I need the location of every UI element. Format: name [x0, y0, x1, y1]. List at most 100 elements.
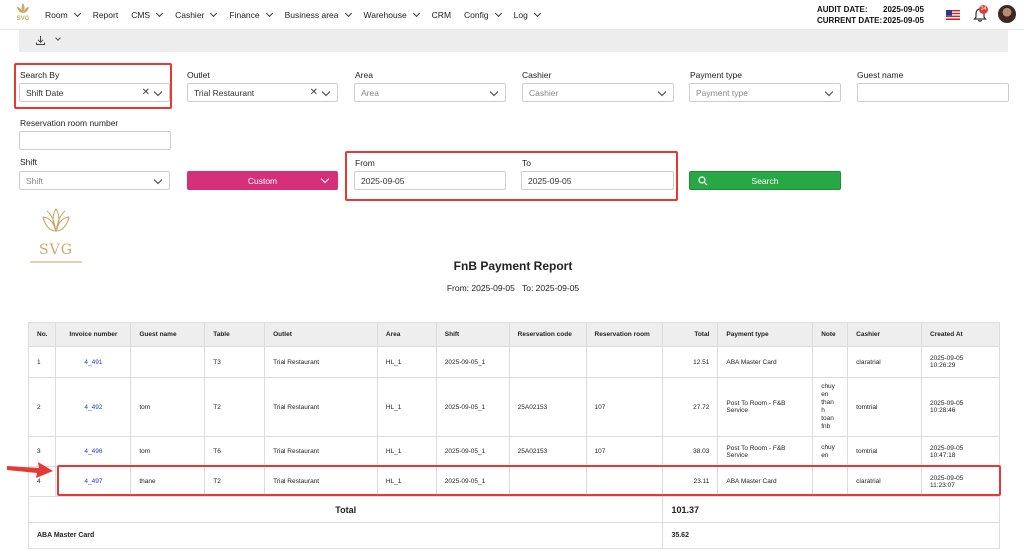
total-value: 101.37	[662, 496, 1000, 523]
created-time: 10:28:46	[930, 407, 956, 414]
column-header[interactable]: Guest name	[130, 322, 206, 347]
nav-item-label: Room	[45, 10, 68, 20]
cell-created-at: 2025-09-05 10:26:29	[921, 346, 1000, 378]
cell-note	[812, 346, 849, 378]
chevron-down-icon[interactable]	[657, 87, 667, 97]
main-menu: Room Report CMS Cashier Finance Business area…	[45, 0, 553, 30]
summary-row: ABA Master Card 35.62	[27, 522, 1000, 549]
table-row[interactable]: 1 4_491 T3 Trial Restaurant HL_1 2025-09-05_1…	[27, 346, 1000, 378]
chevron-down-icon[interactable]	[489, 87, 499, 97]
selected-row-highlight	[57, 465, 1001, 496]
nav-item-report[interactable]: Report	[93, 10, 119, 20]
column-header[interactable]: Reservation code	[508, 322, 587, 347]
lotus-icon	[17, 3, 29, 13]
cell-area: HL_1	[376, 377, 437, 437]
nav-item-crm[interactable]: CRM	[432, 10, 451, 20]
nav-item-log[interactable]: Log	[514, 9, 541, 20]
chevron-down-icon[interactable]	[153, 175, 163, 185]
guest-name-label: Guest name	[857, 70, 904, 80]
cell-note: chuy en	[812, 436, 849, 467]
payment-report-table: No. Invoice number Guest name Table Outlet Ar…	[27, 322, 1000, 549]
column-header[interactable]: Area	[376, 322, 437, 347]
summary-label: ABA Master Card	[27, 522, 664, 549]
clear-icon[interactable]: ✕	[309, 87, 318, 98]
column-header[interactable]: Outlet	[264, 322, 378, 347]
nav-item-label: Cashier	[175, 10, 205, 20]
guest-name-input[interactable]	[857, 83, 1009, 102]
shift-select[interactable]: Shift	[19, 171, 170, 190]
cell-cashier: tomtrial	[847, 436, 923, 467]
nav-item-label: Warehouse	[363, 10, 407, 20]
column-header[interactable]: Created At	[921, 322, 1000, 347]
chevron-down-icon[interactable]	[321, 87, 331, 97]
payment-type-label: Payment type	[690, 70, 742, 80]
column-header[interactable]: Note	[812, 322, 849, 347]
cell-created-at: 2025-09-05 11:23:07	[921, 466, 1000, 497]
area-select[interactable]: Area	[354, 83, 506, 102]
created-time: 11:23:07	[930, 481, 955, 489]
clear-icon[interactable]: ✕	[141, 87, 150, 98]
column-header[interactable]: Invoice number	[55, 322, 132, 347]
chevron-down-icon[interactable]	[824, 87, 834, 97]
to-date-input[interactable]: 2025-09-05	[521, 171, 674, 190]
outlet-select[interactable]: Trial Restaurant ✕	[187, 83, 338, 102]
summary-value: 35.62	[662, 522, 1000, 549]
chevron-down-icon[interactable]	[153, 87, 163, 97]
column-header[interactable]: No.	[27, 322, 57, 347]
column-header[interactable]: Reservation room	[585, 322, 664, 347]
column-header[interactable]: Shift	[435, 322, 510, 347]
from-date-input[interactable]: 2025-09-05	[354, 171, 506, 190]
reservation-room-number-label: Reservation room number	[20, 118, 119, 128]
nav-item-room[interactable]: Room	[45, 9, 81, 20]
cell-res-room: 107	[585, 436, 664, 467]
column-header[interactable]: Payment type	[717, 322, 814, 347]
cell-outlet: Trial Restaurant	[264, 436, 378, 467]
user-avatar[interactable]	[998, 5, 1016, 23]
nav-item-config[interactable]: Config	[464, 9, 502, 20]
nav-item-finance[interactable]: Finance	[229, 9, 273, 20]
nav-item-warehouse[interactable]: Warehouse	[363, 9, 420, 20]
invoice-link[interactable]: 4_491	[84, 358, 103, 366]
table-row[interactable]: 3 4_496 tom T6 Trial Restaurant HL_1 2025-09-0…	[27, 436, 1000, 467]
current-date-label: CURRENT DATE:	[817, 16, 883, 25]
cell-shift: 2025-09-05_1	[435, 377, 510, 437]
period-dropdown-button[interactable]: Custom	[187, 171, 338, 190]
search-by-select[interactable]: Shift Date ✕	[19, 83, 170, 102]
nav-item-label: Finance	[229, 10, 260, 20]
to-date-value: 2025-09-05	[528, 175, 572, 186]
download-icon[interactable]	[35, 35, 46, 46]
payment-type-select[interactable]: Payment type	[689, 83, 841, 102]
nav-item-label: CRM	[431, 10, 452, 20]
created-date: 2025-09-05	[930, 400, 964, 407]
column-header[interactable]: Cashier	[847, 322, 923, 347]
cell-area: HL_1	[376, 346, 437, 378]
chevron-down-icon	[73, 9, 81, 18]
chevron-down-icon	[412, 9, 420, 18]
search-by-value: Shift Date	[26, 87, 64, 98]
nav-item-business-area[interactable]: Business area	[285, 9, 352, 20]
chevron-down-icon[interactable]	[55, 35, 61, 41]
report-date-range: From: 2025-09-05 To: 2025-09-05	[413, 283, 613, 293]
cell-table: T2	[204, 466, 266, 497]
invoice-link[interactable]: 4_492	[84, 403, 103, 411]
nav-item-cms[interactable]: CMS	[131, 9, 164, 20]
column-header[interactable]: Table	[204, 322, 266, 347]
table-row[interactable]: 2 4_492 tom T2 Trial Restaurant HL_1 2025-09-0…	[27, 377, 1000, 437]
report-from: From: 2025-09-05	[446, 283, 515, 293]
brand-logo[interactable]: SVG	[10, 2, 36, 26]
reservation-room-number-input[interactable]	[19, 131, 171, 150]
search-button[interactable]: Search	[689, 171, 841, 190]
us-flag-icon[interactable]	[946, 10, 960, 20]
chevron-down-icon	[533, 9, 541, 18]
nav-item-cashier[interactable]: Cashier	[175, 9, 218, 20]
column-header[interactable]: Total	[662, 322, 719, 347]
invoice-link[interactable]: 4_496	[84, 448, 103, 455]
table-row[interactable]: 4 4_497 thane T2 Trial Restaurant HL_1 2025-09…	[27, 466, 1000, 497]
cell-no: 3	[27, 436, 57, 467]
invoice-link[interactable]: 4_497	[84, 478, 103, 485]
cell-res-room	[585, 346, 664, 378]
cell-table: T6	[204, 436, 266, 467]
cashier-select[interactable]: Cashier	[522, 83, 674, 102]
area-label: Area	[355, 70, 373, 80]
outlet-value: Trial Restaurant	[194, 87, 255, 98]
